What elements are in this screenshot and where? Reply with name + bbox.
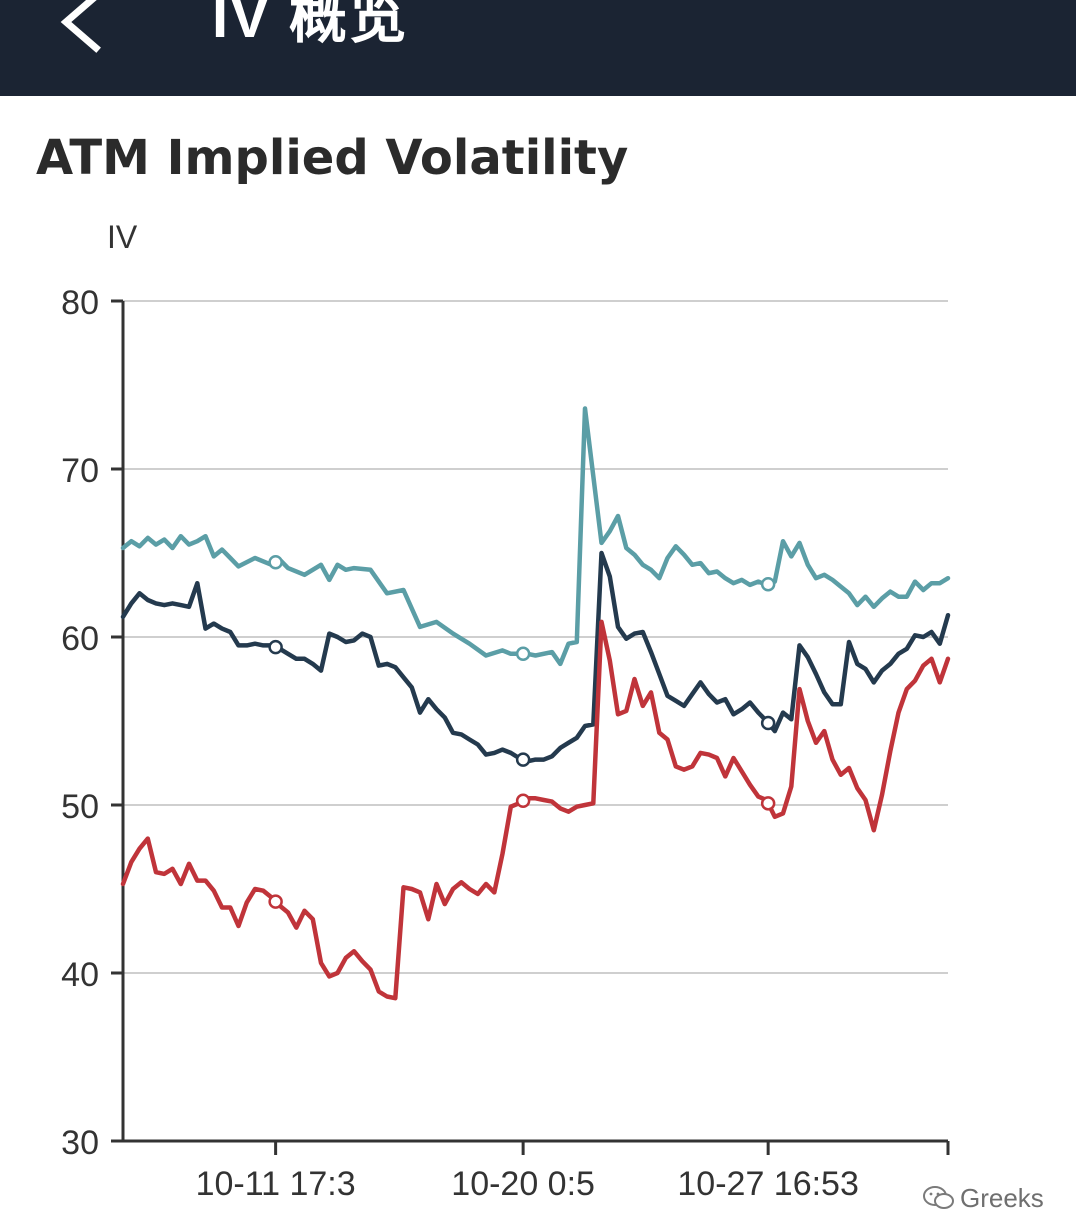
- series-line-2: [120, 550, 951, 764]
- watermark: Greeks: [922, 1180, 1044, 1216]
- y-tick-label: 40: [61, 956, 99, 994]
- series-marker-1: [515, 646, 531, 662]
- series-marker-2: [268, 639, 283, 655]
- wechat-icon: [923, 1186, 954, 1209]
- back-button[interactable]: [52, 0, 112, 60]
- top-app-bar: IV 概览: [0, 0, 1076, 96]
- series-marker-3: [760, 796, 776, 811]
- x-tick-label: 10-11 17:3: [196, 1165, 356, 1203]
- series-marker-3: [268, 894, 283, 909]
- y-tick-label: 50: [61, 788, 99, 826]
- series-marker-2: [760, 715, 776, 731]
- series-line-1: [120, 406, 951, 667]
- series-marker-1: [760, 576, 776, 592]
- x-tick-label: 10-20 0:5: [451, 1165, 595, 1203]
- y-tick-label: 60: [61, 620, 99, 658]
- watermark-text: Greeks: [960, 1182, 1044, 1213]
- series-marker-3: [515, 793, 531, 809]
- series-marker-1: [268, 554, 283, 570]
- y-tick-label: 70: [61, 452, 99, 490]
- y-tick-label: 30: [61, 1124, 99, 1162]
- series-line-3: [120, 619, 951, 1001]
- chevron-left-icon: [60, 0, 101, 53]
- page-title: IV 概览: [212, 0, 409, 50]
- series-marker-2: [515, 752, 531, 767]
- chart-title: ATM Implied Volatility: [36, 130, 629, 186]
- x-tick-label: 10-27 16:53: [677, 1165, 859, 1203]
- y-tick-label: 80: [61, 284, 99, 322]
- y-axis-label: IV: [107, 219, 138, 255]
